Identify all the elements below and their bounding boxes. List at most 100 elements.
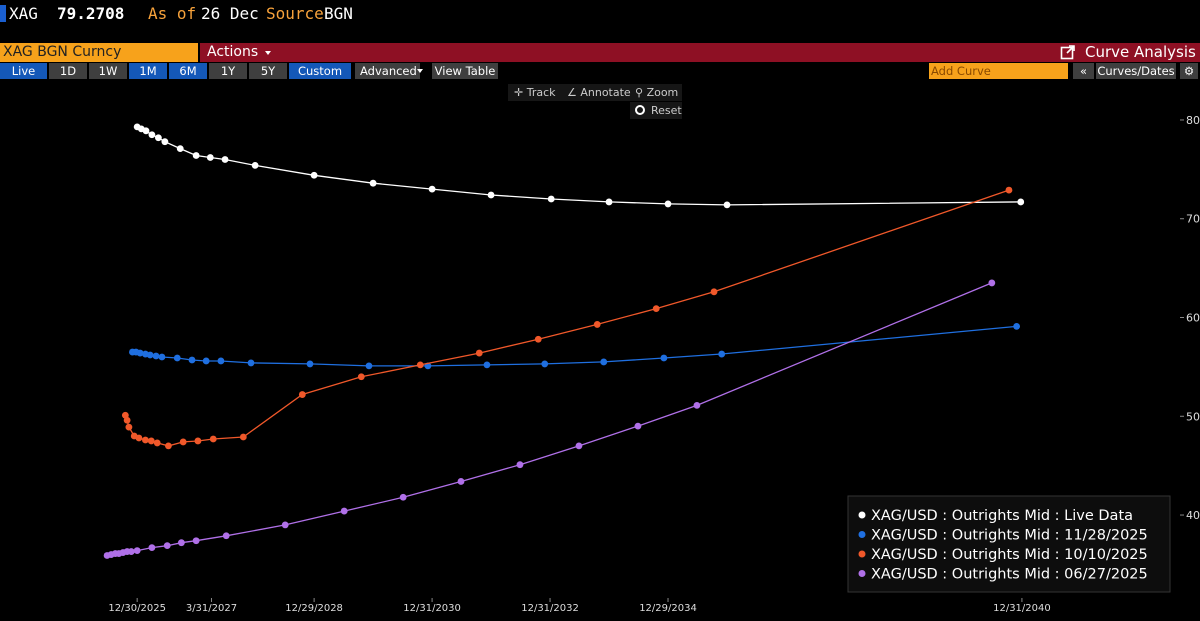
curve-point [516, 461, 524, 469]
curve-point [988, 279, 996, 287]
curve-point [483, 361, 491, 369]
as-of-date: 26 Dec [201, 4, 259, 23]
ticker-marker [0, 5, 6, 22]
dropdown-arrow [265, 51, 271, 55]
actions-menu[interactable]: Actions [207, 44, 259, 60]
y-tick-label: 50 [1186, 410, 1200, 423]
curve-point [148, 131, 156, 139]
curve-point [369, 179, 377, 187]
curve-point [575, 442, 583, 450]
curve-point [173, 354, 181, 362]
add-curve-field[interactable]: Add Curve [929, 63, 1068, 79]
range-button[interactable]: 6M [169, 63, 207, 79]
annotate-tool[interactable]: ∠ Annotate [567, 86, 631, 99]
curve-point [593, 321, 601, 328]
x-tick-label: 12/31/2040 [993, 603, 1051, 614]
curve-point [306, 360, 314, 368]
as-of-label: As of [148, 4, 197, 23]
x-tick-label: 12/29/2034 [639, 603, 697, 614]
chart-toolbar [508, 84, 682, 101]
curve-point [247, 359, 255, 367]
range-button[interactable]: 1D [49, 63, 87, 79]
curve-point [600, 358, 608, 366]
curve-point [487, 191, 495, 199]
range-button[interactable]: 5Y [249, 63, 287, 79]
curve-point [136, 349, 144, 357]
y-tick-label: 60 [1186, 311, 1200, 324]
curve-point [163, 542, 171, 550]
curve-point [710, 288, 718, 296]
curve-point [177, 539, 185, 547]
curve-line [132, 325, 1017, 367]
curve-point [152, 352, 160, 360]
curve-point [188, 356, 196, 364]
curve-point [222, 532, 230, 540]
curve-point [1005, 186, 1013, 194]
curve-point [399, 493, 407, 501]
curve-point [605, 198, 613, 206]
range-button[interactable]: 1W [89, 63, 127, 79]
legend-box [847, 495, 1171, 593]
curve-point [194, 437, 202, 445]
curve-point [664, 200, 672, 208]
curve-point [357, 373, 365, 381]
curve-point [718, 350, 726, 358]
legend-label: XAG/USD : Outrights Mid : Live Data [871, 508, 1133, 524]
view-table-button[interactable]: View Table [432, 63, 498, 79]
curve-line [124, 189, 1010, 447]
advanced-menu[interactable]: Advanced [355, 63, 420, 79]
curve-point [206, 154, 214, 161]
curve-point [142, 127, 150, 135]
curve-point [634, 422, 642, 430]
curve-point [534, 335, 542, 343]
security-field[interactable]: XAG BGN Curncy [0, 43, 198, 62]
curve-point [133, 547, 141, 554]
curve-point [693, 402, 701, 409]
menu-bar [200, 43, 1200, 62]
dropdown-arrow [417, 69, 423, 73]
settings-button[interactable]: ⚙ [1180, 63, 1198, 79]
curve-point [281, 521, 289, 529]
curve-point [165, 442, 172, 450]
function-title: Curve Analysis [1085, 43, 1196, 61]
curve-point [192, 537, 200, 545]
curve-point [475, 349, 483, 357]
curve-point [340, 507, 348, 515]
curve-line [136, 126, 1021, 206]
range-button[interactable]: Live [0, 63, 47, 79]
legend-swatch [858, 570, 866, 577]
curve-point [365, 362, 373, 370]
curve-point [125, 423, 133, 431]
curve-point [202, 357, 210, 365]
curve-point [310, 171, 318, 179]
curve-point [161, 138, 169, 146]
curve-point [239, 433, 247, 441]
collapse-button[interactable]: « [1073, 63, 1094, 79]
source-label: Source [266, 4, 324, 23]
curve-point [251, 161, 259, 169]
curve-point [123, 416, 131, 424]
track-tool[interactable]: ✛ Track [514, 86, 556, 99]
curve-point [154, 134, 162, 142]
curve-point [547, 195, 555, 203]
range-button[interactable]: 1M [129, 63, 167, 79]
curves-dates-button[interactable]: Curves/Dates [1096, 63, 1176, 79]
x-tick-label: 12/31/2032 [521, 603, 579, 614]
legend-label: XAG/USD : Outrights Mid : 06/27/2025 [871, 567, 1148, 583]
curve-point [416, 361, 424, 369]
x-tick-label: 12/31/2030 [403, 603, 461, 614]
curve-point [147, 437, 155, 445]
curve-point [153, 439, 161, 447]
annotate-label: Annotate [580, 86, 631, 99]
price: 79.2708 [57, 4, 125, 23]
curve-point [192, 152, 200, 159]
curve-point [142, 436, 149, 444]
y-tick-label: 40 [1186, 509, 1200, 522]
track-label: Track [526, 86, 556, 99]
range-button[interactable]: 1Y [209, 63, 247, 79]
range-button[interactable]: Custom [289, 63, 351, 79]
reset-tool[interactable]: Reset [630, 102, 682, 119]
curve-point [1013, 322, 1021, 330]
curve-point [217, 357, 225, 365]
zoom-tool[interactable]: ⚲ Zoom [635, 86, 679, 99]
